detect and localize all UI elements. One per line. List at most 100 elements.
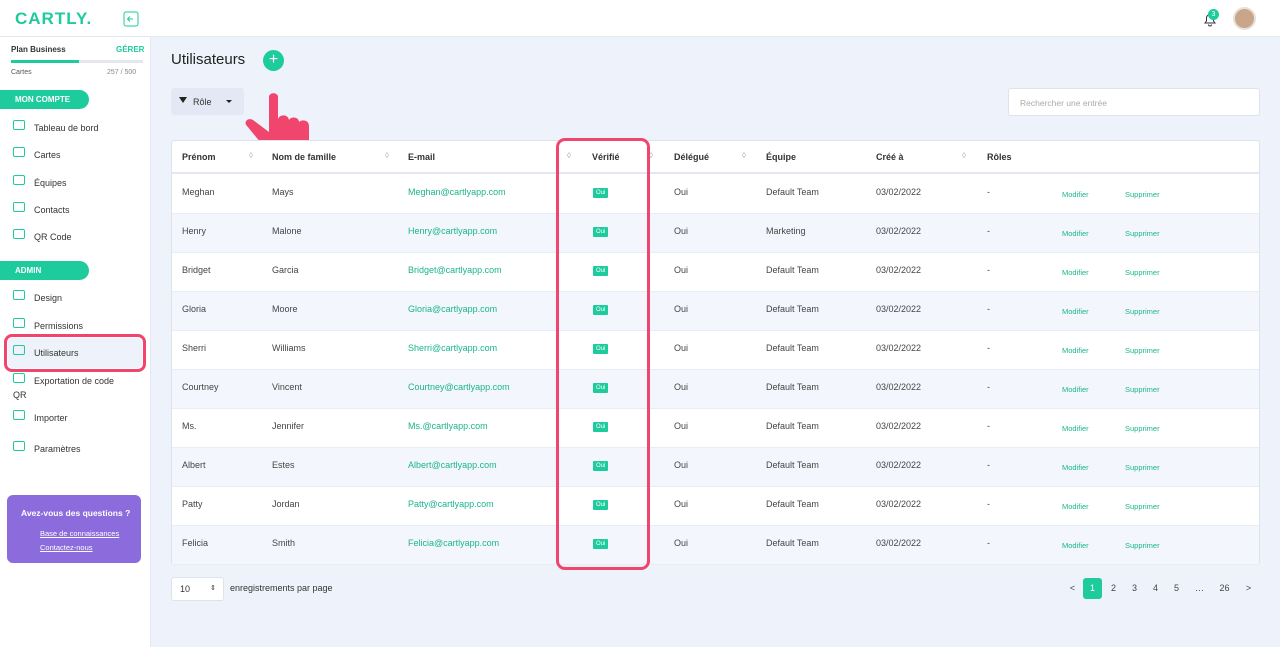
- page-button[interactable]: 26: [1219, 583, 1230, 593]
- cell[interactable]: Meghan@cartlyapp.com: [408, 187, 506, 197]
- column-header[interactable]: Délégué: [674, 152, 710, 162]
- cell: Smith: [272, 538, 296, 548]
- cell[interactable]: Bridget@cartlyapp.com: [408, 265, 502, 275]
- add-button[interactable]: +: [263, 50, 284, 71]
- cell[interactable]: Ms.@cartlyapp.com: [408, 421, 488, 431]
- cell: Felicia: [182, 538, 209, 548]
- cell[interactable]: Felicia@cartlyapp.com: [408, 538, 500, 548]
- page-button[interactable]: 1: [1083, 578, 1102, 599]
- delete-button[interactable]: Supprimer: [1125, 385, 1160, 394]
- table-row: [172, 487, 1259, 526]
- column-header[interactable]: Nom de famille: [272, 152, 337, 162]
- column-header[interactable]: Créé à: [876, 152, 904, 162]
- menu-item[interactable]: Exportation de code QR: [13, 376, 115, 400]
- column-header[interactable]: Rôles: [987, 152, 1012, 162]
- edit-button[interactable]: Modifier: [1062, 463, 1089, 472]
- sort-icon: ◊: [385, 151, 389, 160]
- highlight-box: [4, 334, 146, 372]
- cell[interactable]: Henry@cartlyapp.com: [408, 226, 498, 236]
- delete-button[interactable]: Supprimer: [1125, 268, 1160, 277]
- page-button[interactable]: 2: [1110, 583, 1116, 593]
- help-link[interactable]: Base de connaissances: [40, 529, 120, 538]
- menu-icon: [13, 410, 25, 420]
- page-button[interactable]: 5: [1173, 583, 1179, 593]
- cell[interactable]: Albert@cartlyapp.com: [408, 460, 497, 470]
- manage-link[interactable]: GÉRER: [116, 45, 145, 54]
- page-button[interactable]: >: [1245, 583, 1252, 593]
- edit-button[interactable]: Modifier: [1062, 502, 1089, 511]
- edit-button[interactable]: Modifier: [1062, 307, 1089, 316]
- delete-button[interactable]: Supprimer: [1125, 541, 1160, 550]
- edit-button[interactable]: Modifier: [1062, 541, 1089, 550]
- collapse-button[interactable]: [123, 11, 139, 27]
- edit-button[interactable]: Modifier: [1062, 190, 1089, 199]
- page-button[interactable]: <: [1069, 583, 1076, 593]
- menu-item[interactable]: Design: [34, 293, 63, 303]
- cell: 03/02/2022: [876, 499, 922, 509]
- cell: Patty: [182, 499, 203, 509]
- menu-item[interactable]: Cartes: [34, 150, 61, 160]
- page-button[interactable]: 3: [1131, 583, 1137, 593]
- column-header[interactable]: E-mail: [408, 152, 436, 162]
- delete-button[interactable]: Supprimer: [1125, 463, 1160, 472]
- cell: Moore: [272, 304, 298, 314]
- menu-item[interactable]: Utilisateurs: [34, 348, 79, 358]
- page-size-select[interactable]: 10 ⇕: [171, 577, 224, 601]
- menu-item[interactable]: Permissions: [34, 321, 84, 331]
- menu-item[interactable]: Importer: [34, 413, 68, 423]
- sort-icon: ◊: [649, 151, 653, 160]
- column-header[interactable]: Prénom: [182, 152, 216, 162]
- cell: 03/02/2022: [876, 265, 922, 275]
- sort-icon: ◊: [962, 151, 966, 160]
- delete-button[interactable]: Supprimer: [1125, 307, 1160, 316]
- page-button[interactable]: …: [1195, 583, 1204, 593]
- cell: 03/02/2022: [876, 343, 922, 353]
- edit-button[interactable]: Modifier: [1062, 346, 1089, 355]
- table-row: [172, 214, 1259, 253]
- verified-badge: Oui: [593, 500, 609, 510]
- delete-button[interactable]: Supprimer: [1125, 424, 1160, 433]
- delete-button[interactable]: Supprimer: [1125, 346, 1160, 355]
- delete-button[interactable]: Supprimer: [1125, 229, 1160, 238]
- menu-icon: [13, 345, 25, 355]
- cell: 03/02/2022: [876, 226, 922, 236]
- table-row: [172, 448, 1259, 487]
- cell[interactable]: Gloria@cartlyapp.com: [408, 304, 498, 314]
- menu-item[interactable]: QR Code: [34, 232, 72, 242]
- cell: Henry: [182, 226, 207, 236]
- delete-button[interactable]: Supprimer: [1125, 190, 1160, 199]
- top-bar: CARTLY. 3: [0, 0, 1280, 37]
- cell[interactable]: Sherri@cartlyapp.com: [408, 343, 498, 353]
- cell: -: [987, 343, 990, 353]
- help-link[interactable]: Contactez-nous: [40, 543, 93, 552]
- edit-button[interactable]: Modifier: [1062, 424, 1089, 433]
- column-header[interactable]: Équipe: [766, 152, 797, 162]
- column-header[interactable]: Vérifié: [592, 152, 620, 162]
- menu-item[interactable]: Contacts: [34, 205, 70, 215]
- cell: Garcia: [272, 265, 299, 275]
- cell: Default Team: [766, 460, 819, 470]
- cell: Default Team: [766, 343, 819, 353]
- filter-button[interactable]: Rôle: [171, 88, 244, 115]
- cell: Meghan: [182, 187, 215, 197]
- menu-item[interactable]: Tableau de bord: [34, 123, 99, 133]
- cell: Oui: [674, 265, 689, 275]
- delete-button[interactable]: Supprimer: [1125, 502, 1160, 511]
- cell: Vincent: [272, 382, 302, 392]
- table-row: [172, 292, 1259, 331]
- avatar[interactable]: [1233, 7, 1256, 30]
- menu-item[interactable]: Paramètres: [34, 444, 81, 454]
- menu-icon: [13, 120, 25, 130]
- cell[interactable]: Patty@cartlyapp.com: [408, 499, 494, 509]
- edit-button[interactable]: Modifier: [1062, 229, 1089, 238]
- usage-count: 257 / 500: [107, 69, 137, 76]
- search-input[interactable]: Rechercher une entrée: [1008, 88, 1260, 116]
- table-row: [172, 253, 1259, 292]
- logo[interactable]: CARTLY.: [15, 9, 93, 28]
- edit-button[interactable]: Modifier: [1062, 385, 1089, 394]
- cell[interactable]: Courtney@cartlyapp.com: [408, 382, 510, 392]
- page-button[interactable]: 4: [1152, 583, 1158, 593]
- page-size: 10: [180, 584, 191, 594]
- menu-item[interactable]: Équipes: [34, 178, 67, 188]
- edit-button[interactable]: Modifier: [1062, 268, 1089, 277]
